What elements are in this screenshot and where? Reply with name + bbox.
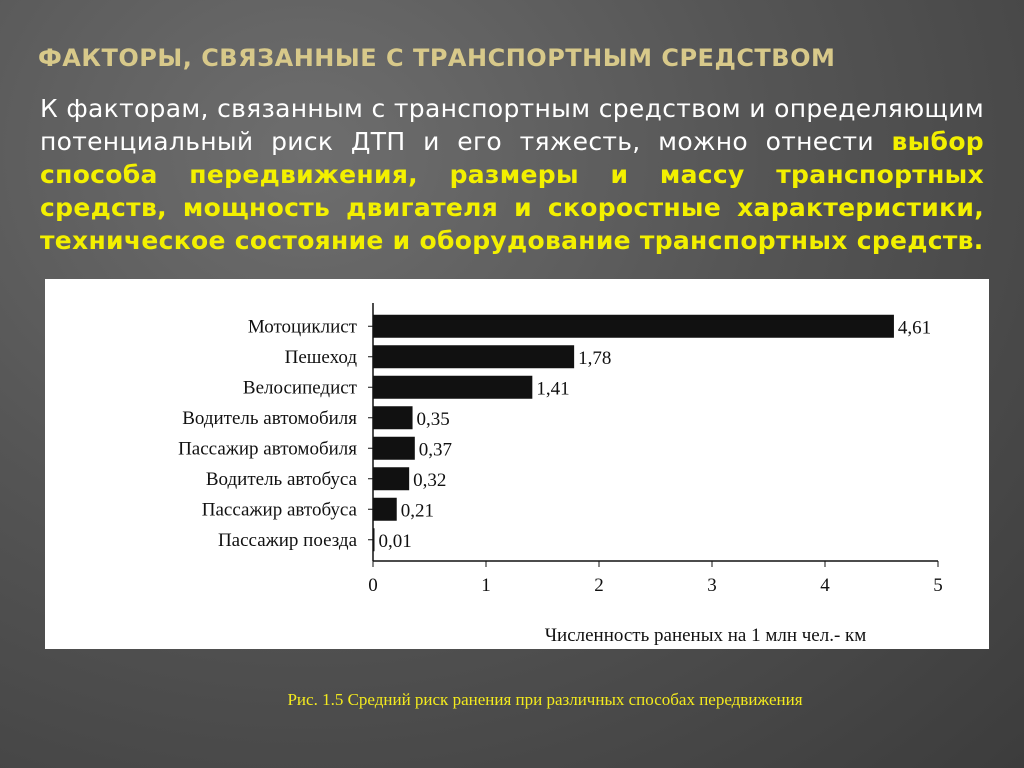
x-tick-label: 3 bbox=[707, 575, 717, 596]
category-label: Пассажир автобуса bbox=[202, 499, 358, 520]
category-label: Велосипедист bbox=[243, 377, 358, 398]
chart-panel: Мотоциклист 4,61 Пешеход 1,78 Велосипедист 1,… bbox=[45, 279, 989, 649]
value-label: 0,32 bbox=[413, 470, 446, 491]
value-label: 0,01 bbox=[379, 531, 412, 552]
x-tick-label: 4 bbox=[820, 575, 830, 596]
category-label: Пассажир поезда bbox=[218, 530, 358, 551]
x-tick-label: 5 bbox=[933, 575, 943, 596]
body-paragraph: К факторам, связанным с транспортным сре… bbox=[40, 92, 984, 282]
figure-caption: Рис. 1.5 Средний риск ранения при различ… bbox=[287, 690, 803, 709]
value-label: 0,37 bbox=[419, 439, 452, 460]
bar bbox=[373, 467, 410, 491]
bar bbox=[373, 406, 413, 430]
bar bbox=[373, 375, 533, 399]
category-label: Пассажир автомобиля bbox=[178, 438, 357, 459]
value-label: 1,78 bbox=[578, 348, 611, 369]
x-tick-label: 0 bbox=[368, 575, 378, 596]
bar bbox=[373, 497, 397, 521]
category-label: Пешеход bbox=[285, 347, 358, 368]
x-axis-title: Численность раненых на 1 млн чел.- км bbox=[545, 625, 867, 646]
bar bbox=[373, 345, 575, 369]
bar bbox=[373, 314, 894, 338]
value-label: 1,41 bbox=[536, 378, 569, 399]
slide-title: ФАКТОРЫ, СВЯЗАННЫЕ С ТРАНСПОРТНЫМ СРЕДСТ… bbox=[38, 44, 836, 72]
body-intro: К факторам, связанным с транспортным сре… bbox=[40, 94, 984, 156]
body-highlight: выбор способа передвижения, размеры и ма… bbox=[40, 127, 984, 255]
bar bbox=[373, 436, 415, 460]
category-label: Водитель автобуса bbox=[206, 469, 358, 490]
x-tick-label: 1 bbox=[481, 575, 491, 596]
category-label: Водитель автомобиля bbox=[182, 408, 357, 429]
category-label: Мотоциклист bbox=[248, 316, 358, 337]
bar bbox=[373, 528, 375, 552]
value-label: 4,61 bbox=[898, 317, 931, 338]
value-label: 0,21 bbox=[401, 500, 434, 521]
x-tick-label: 2 bbox=[594, 575, 604, 596]
value-label: 0,35 bbox=[417, 409, 450, 430]
injury-risk-bar-chart: Мотоциклист 4,61 Пешеход 1,78 Велосипедист 1,… bbox=[178, 303, 943, 646]
